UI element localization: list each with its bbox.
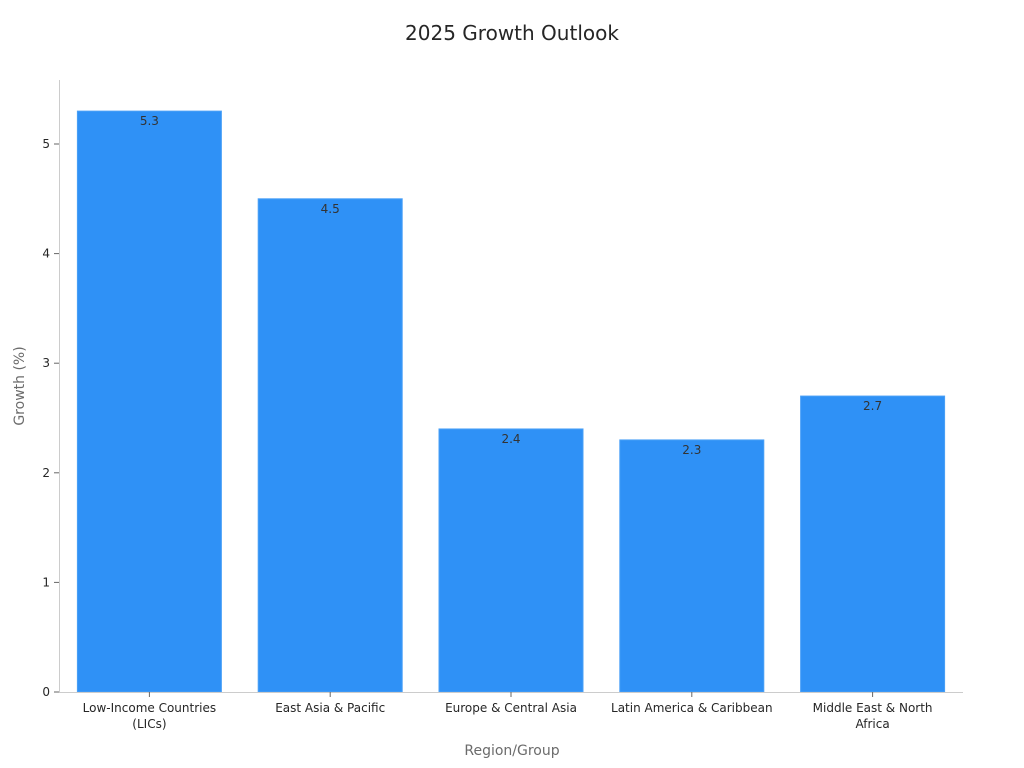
x-axis-label: Region/Group bbox=[464, 743, 559, 759]
data-label: 4.5 bbox=[321, 202, 340, 216]
x-tick-label: Low-Income Countries (LICs) bbox=[83, 701, 216, 731]
y-tick-label: 2 bbox=[42, 466, 50, 480]
bar bbox=[619, 439, 765, 693]
data-labels-layer: 5.3 4.5 2.4 2.3 2.7 bbox=[140, 114, 882, 457]
x-tick-label-line: East Asia & Pacific bbox=[275, 701, 385, 715]
bar bbox=[76, 110, 222, 693]
x-tick-label-line: (LICs) bbox=[132, 717, 166, 731]
x-tick-label-line: Middle East & North bbox=[813, 701, 933, 715]
data-label: 2.4 bbox=[501, 432, 520, 446]
y-ticks: 0 1 2 3 4 5 bbox=[42, 137, 59, 699]
bar bbox=[438, 428, 584, 693]
x-tick-label-line: Africa bbox=[855, 717, 889, 731]
y-tick-label: 4 bbox=[42, 247, 50, 261]
x-ticks: Low-Income Countries (LICs) East Asia & Pa… bbox=[83, 692, 933, 731]
data-label: 2.3 bbox=[682, 443, 701, 457]
x-tick-label: Middle East & North Africa bbox=[813, 701, 933, 731]
data-label: 5.3 bbox=[140, 114, 159, 128]
x-tick-label: Latin America & Caribbean bbox=[611, 701, 773, 715]
y-tick-label: 3 bbox=[42, 356, 50, 370]
y-axis-label: Growth (%) bbox=[12, 346, 28, 425]
bars-layer bbox=[76, 110, 946, 693]
x-tick-label-line: Low-Income Countries bbox=[83, 701, 216, 715]
x-tick-label: Europe & Central Asia bbox=[445, 701, 577, 715]
y-tick-label: 1 bbox=[42, 575, 50, 589]
y-tick-label: 5 bbox=[42, 137, 50, 151]
x-tick-label-line: Latin America & Caribbean bbox=[611, 701, 773, 715]
bar bbox=[800, 395, 946, 693]
data-label: 2.7 bbox=[863, 399, 882, 413]
x-tick-label-line: Europe & Central Asia bbox=[445, 701, 577, 715]
y-tick-label: 0 bbox=[42, 685, 50, 699]
bar bbox=[257, 198, 403, 693]
x-tick-label: East Asia & Pacific bbox=[275, 701, 385, 715]
chart-title: 2025 Growth Outlook bbox=[405, 21, 619, 45]
